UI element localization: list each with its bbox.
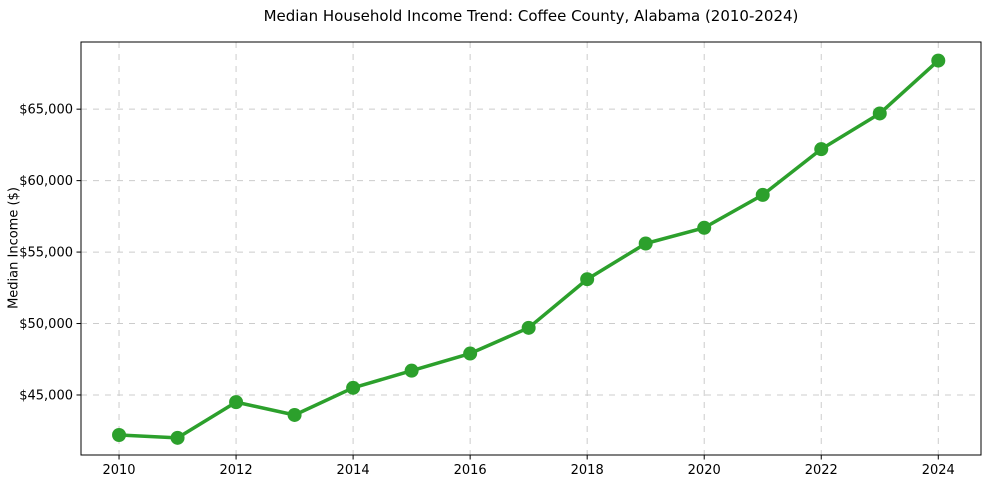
y-tick-label: $60,000 — [19, 174, 73, 189]
trend-line — [117, 58, 941, 440]
x-tick-label: 2022 — [805, 463, 838, 478]
x-tick-label: 2024 — [922, 463, 955, 478]
data-point — [580, 272, 595, 287]
data-point — [521, 320, 536, 335]
data-point — [638, 236, 653, 251]
y-tick-label: $55,000 — [19, 246, 73, 261]
data-point — [755, 187, 770, 202]
plot-border — [80, 41, 982, 456]
x-tick-label: 2016 — [454, 463, 487, 478]
x-tick-label: 2014 — [337, 463, 370, 478]
data-point — [931, 53, 946, 68]
data-point — [346, 380, 361, 395]
data-point — [463, 346, 478, 361]
x-tick-label: 2012 — [220, 463, 253, 478]
data-point — [814, 142, 829, 157]
chart-title: Median Household Income Trend: Coffee Co… — [263, 7, 799, 25]
y-tick-label: $45,000 — [19, 388, 73, 403]
data-point — [287, 407, 302, 422]
data-point — [229, 395, 244, 410]
data-point — [872, 106, 887, 121]
data-point — [697, 220, 712, 235]
data-point — [170, 430, 185, 445]
x-tick-label: 2020 — [688, 463, 721, 478]
y-tick-label: $65,000 — [19, 103, 73, 118]
data-point — [112, 427, 127, 442]
data-point — [404, 363, 419, 378]
x-tick-label: 2018 — [571, 463, 604, 478]
x-tick-label: 2010 — [102, 463, 135, 478]
y-tick-label: $50,000 — [19, 317, 73, 332]
